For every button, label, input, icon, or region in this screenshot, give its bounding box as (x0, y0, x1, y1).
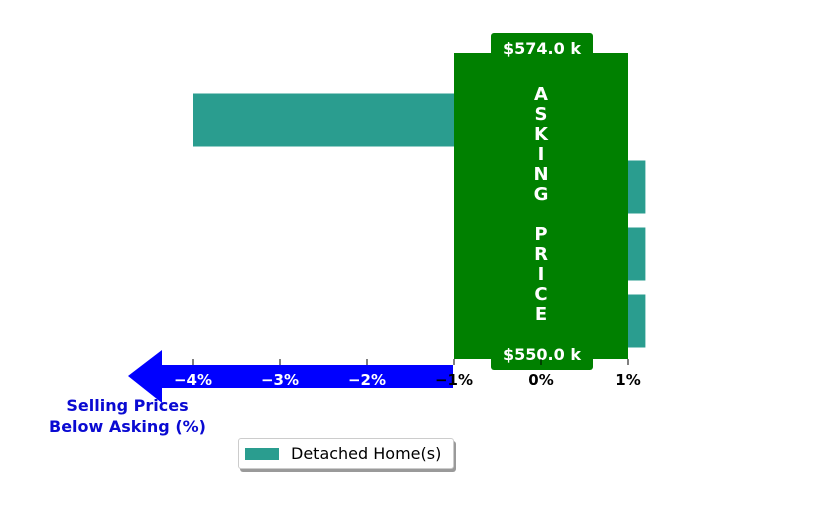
vertical-letter: R (534, 244, 548, 265)
vertical-letter: I (538, 264, 545, 285)
x-axis: −4% −3% −2% −1% 0% 1% (128, 350, 641, 403)
caption-line-2: Below Asking (%) (49, 417, 206, 436)
vertical-letter: I (538, 144, 545, 165)
x-tick-label: 1% (615, 371, 640, 389)
vertical-letter: E (535, 304, 547, 325)
asking-price-rect (454, 53, 628, 359)
x-axis-caption: Selling Prices Below Asking (%) (30, 395, 225, 437)
vertical-letter: A (534, 84, 548, 105)
top-price-tab (491, 33, 593, 61)
vertical-letter: P (534, 224, 547, 245)
bottom-price-label: $550.0 k (503, 345, 581, 364)
vertical-letter: K (534, 124, 549, 145)
x-tick-label: 0% (528, 371, 553, 389)
caption-line-1: Selling Prices (66, 396, 189, 415)
vertical-letter: S (535, 104, 548, 125)
legend-swatch (245, 448, 279, 460)
x-tick-label: −2% (348, 371, 386, 389)
vertical-letter: N (533, 164, 548, 185)
left-arrow (128, 350, 453, 403)
x-tick-label: −1% (435, 371, 473, 389)
bottom-price-tab (491, 340, 593, 370)
vertical-letter: G (534, 184, 549, 205)
legend-label: Detached Home(s) (291, 444, 442, 463)
vertical-letter: C (534, 284, 547, 305)
legend: Detached Home(s) (238, 438, 454, 469)
x-tick-label: −3% (261, 371, 299, 389)
x-tick-label: −4% (174, 371, 212, 389)
top-price-label: $574.0 k (503, 39, 581, 58)
